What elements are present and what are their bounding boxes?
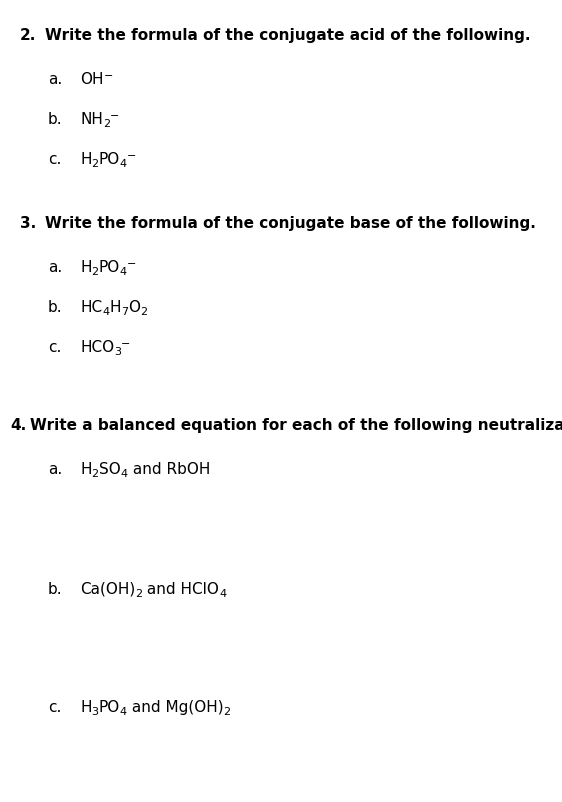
Text: HC: HC — [80, 300, 102, 315]
Text: 4: 4 — [120, 159, 127, 169]
Text: 7: 7 — [121, 307, 128, 317]
Text: −: − — [127, 259, 137, 269]
Text: and RbOH: and RbOH — [128, 462, 210, 477]
Text: PO: PO — [98, 700, 120, 715]
Text: PO: PO — [98, 152, 120, 167]
Text: H: H — [80, 260, 92, 275]
Text: H: H — [80, 700, 92, 715]
Text: 3: 3 — [114, 347, 121, 357]
Text: −: − — [103, 71, 113, 81]
Text: 4.: 4. — [10, 418, 26, 433]
Text: c.: c. — [48, 152, 61, 167]
Text: −: − — [110, 111, 119, 121]
Text: 4: 4 — [120, 707, 127, 717]
Text: 2: 2 — [103, 119, 110, 129]
Text: 2: 2 — [92, 267, 98, 277]
Text: HCO: HCO — [80, 340, 114, 355]
Text: NH: NH — [80, 112, 103, 127]
Text: 4: 4 — [102, 307, 109, 317]
Text: PO: PO — [98, 260, 120, 275]
Text: 4: 4 — [120, 469, 128, 479]
Text: 2: 2 — [140, 307, 147, 317]
Text: b.: b. — [48, 300, 62, 315]
Text: −: − — [121, 339, 130, 349]
Text: OH: OH — [80, 72, 103, 87]
Text: 2: 2 — [224, 707, 230, 717]
Text: 2: 2 — [135, 589, 142, 599]
Text: −: − — [127, 151, 137, 161]
Text: a.: a. — [48, 462, 62, 477]
Text: 3.: 3. — [20, 216, 37, 231]
Text: Write a balanced equation for each of the following neutralization reactions.: Write a balanced equation for each of th… — [30, 418, 562, 433]
Text: Ca(OH): Ca(OH) — [80, 582, 135, 597]
Text: 3: 3 — [92, 707, 98, 717]
Text: and HClO: and HClO — [142, 582, 219, 597]
Text: b.: b. — [48, 582, 62, 597]
Text: b.: b. — [48, 112, 62, 127]
Text: a.: a. — [48, 260, 62, 275]
Text: 4: 4 — [219, 589, 226, 599]
Text: 4: 4 — [120, 267, 127, 277]
Text: Write the formula of the conjugate base of the following.: Write the formula of the conjugate base … — [45, 216, 536, 231]
Text: 2.: 2. — [20, 28, 37, 43]
Text: Write the formula of the conjugate acid of the following.: Write the formula of the conjugate acid … — [45, 28, 531, 43]
Text: O: O — [128, 300, 140, 315]
Text: a.: a. — [48, 72, 62, 87]
Text: H: H — [109, 300, 121, 315]
Text: and Mg(OH): and Mg(OH) — [127, 700, 224, 715]
Text: c.: c. — [48, 700, 61, 715]
Text: SO: SO — [98, 462, 120, 477]
Text: c.: c. — [48, 340, 61, 355]
Text: 2: 2 — [92, 159, 98, 169]
Text: H: H — [80, 152, 92, 167]
Text: 2: 2 — [92, 469, 98, 479]
Text: H: H — [80, 462, 92, 477]
